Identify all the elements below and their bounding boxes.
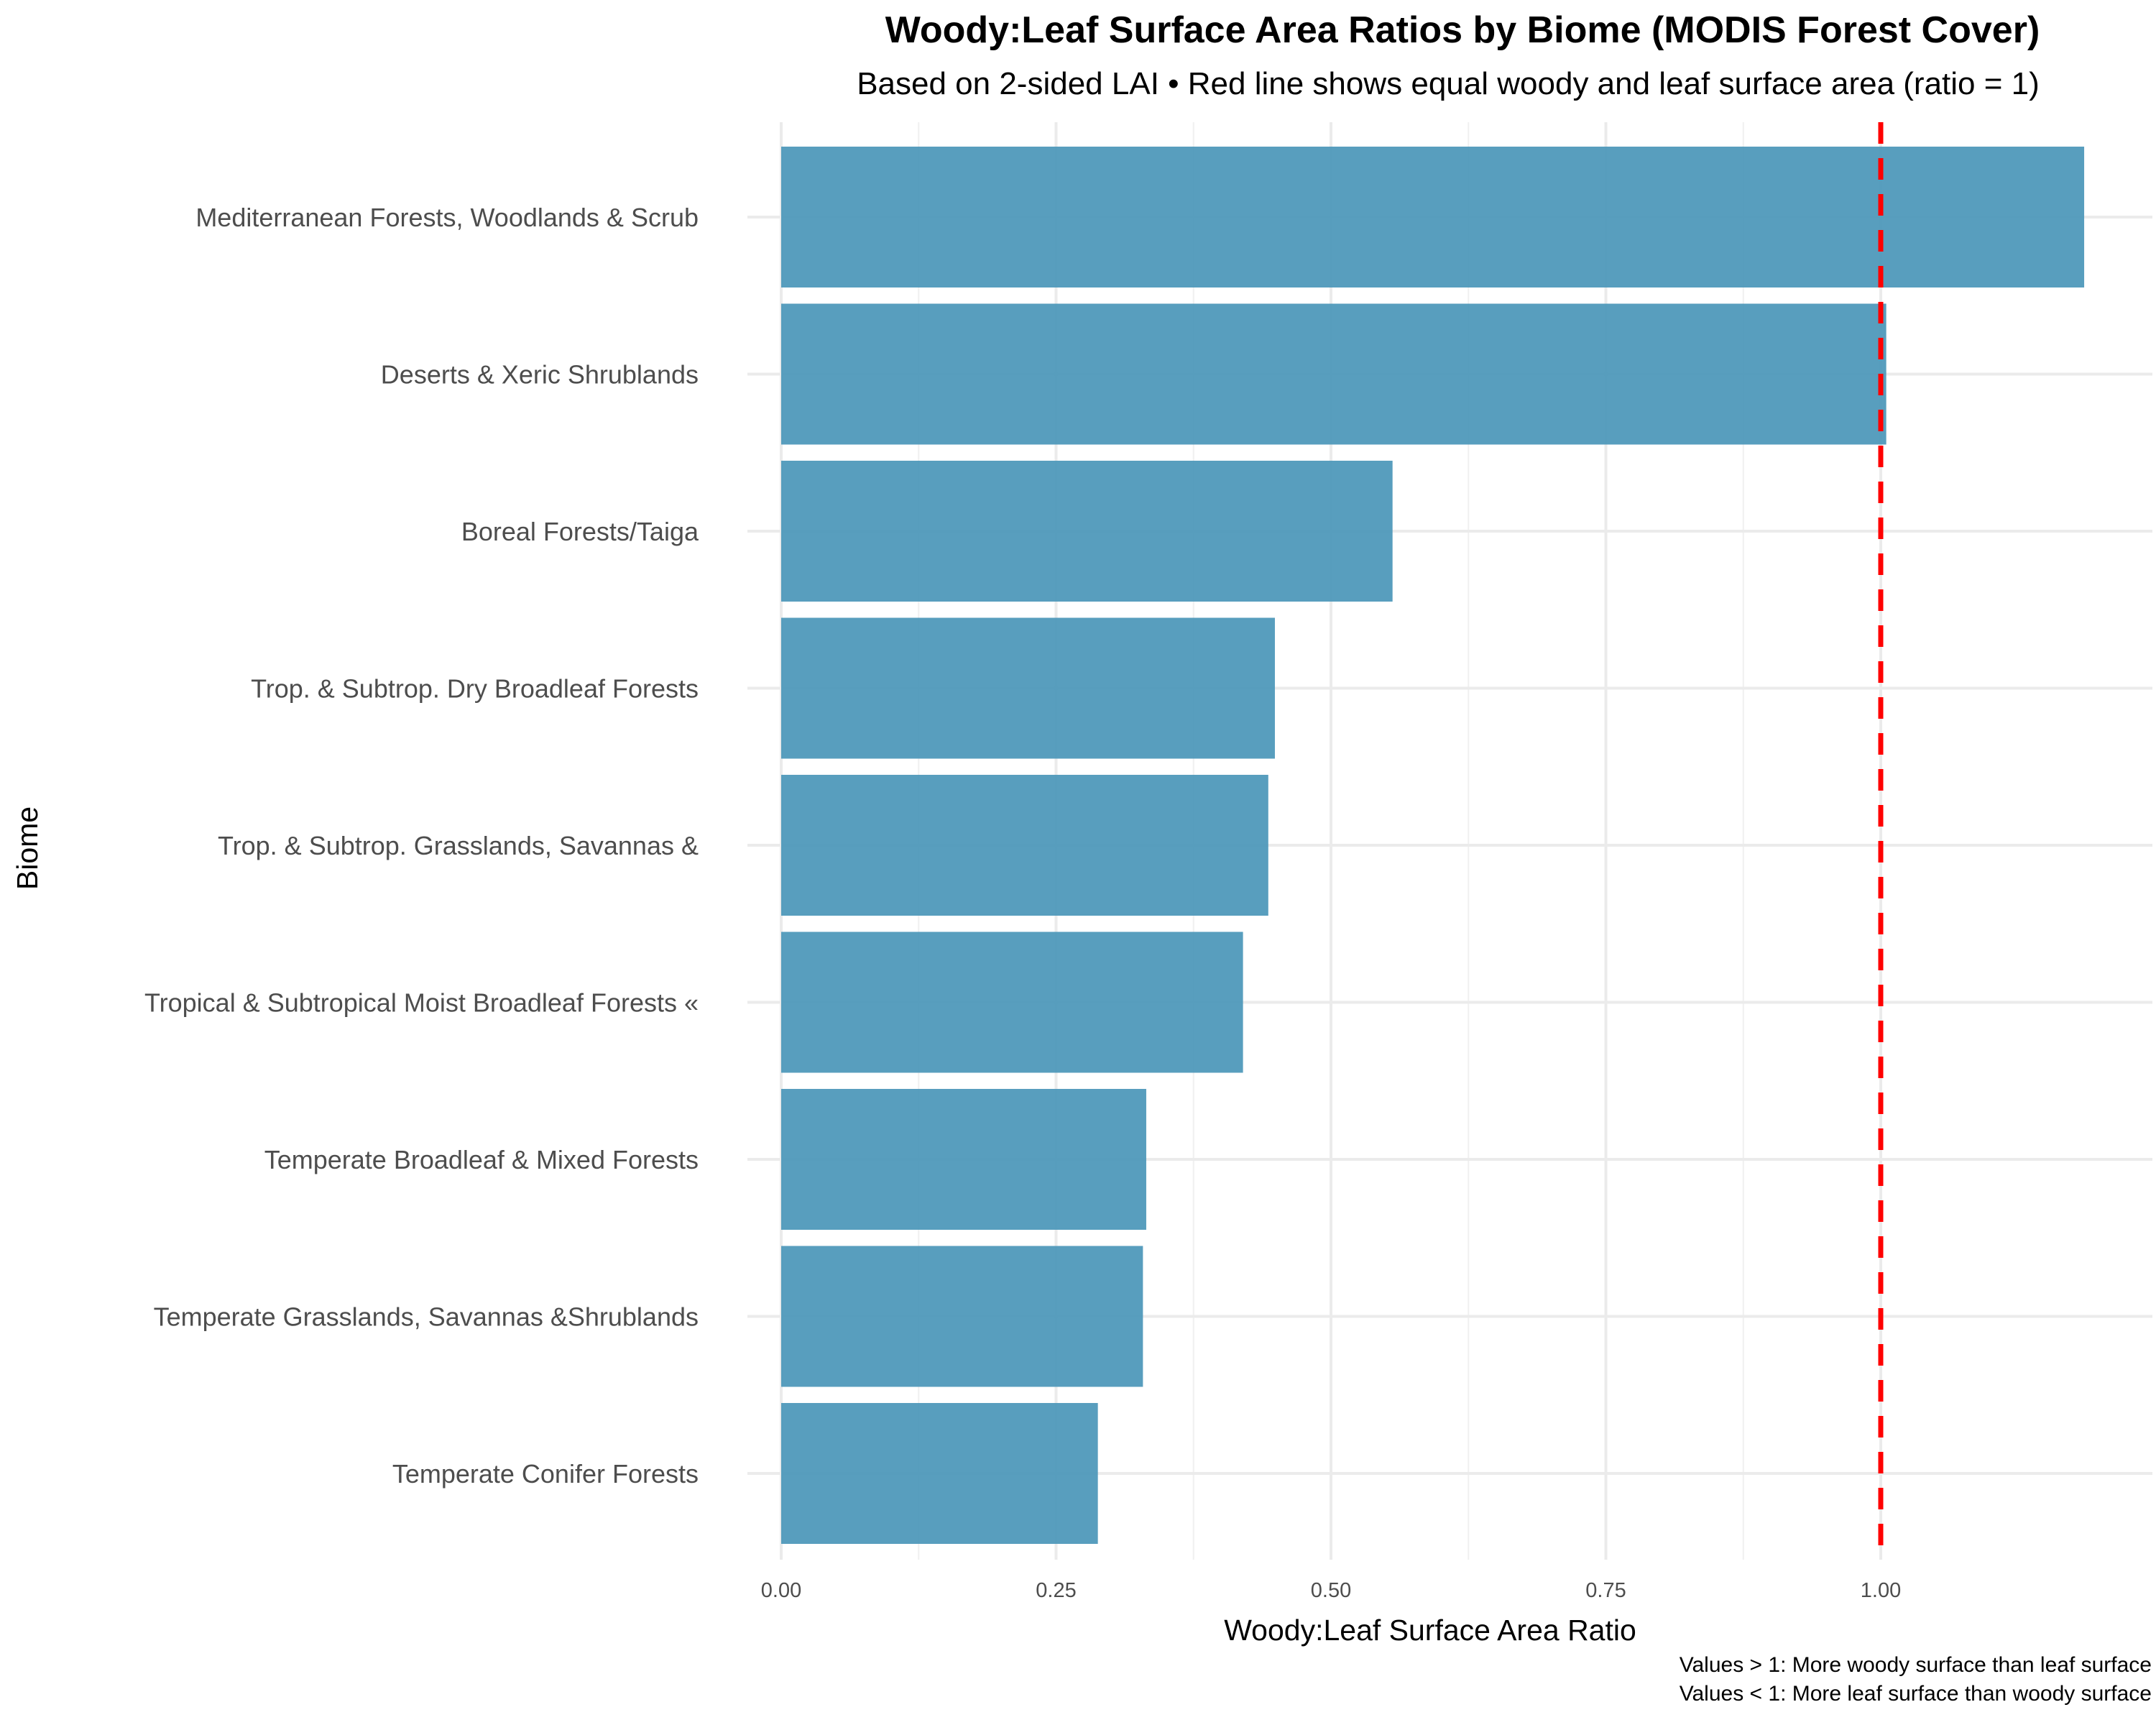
bar — [781, 1246, 1143, 1387]
bar — [781, 147, 2085, 288]
x-tick-label: 0.25 — [1036, 1579, 1076, 1602]
x-tick-label: 0.00 — [761, 1579, 801, 1602]
x-axis-title: Woody:Leaf Surface Area Ratio — [1224, 1614, 1636, 1647]
x-tick-label: 1.00 — [1861, 1579, 1901, 1602]
bar — [781, 932, 1243, 1073]
x-tick-label: 0.50 — [1311, 1579, 1351, 1602]
chart-title: Woody:Leaf Surface Area Ratios by Biome … — [885, 9, 2040, 51]
y-tick-label: Tropical & Subtropical Moist Broadleaf F… — [144, 988, 699, 1018]
y-tick-label: Temperate Broadleaf & Mixed Forests — [264, 1145, 699, 1174]
y-axis-title: Biome — [11, 806, 44, 890]
bar — [781, 461, 1393, 602]
y-tick-label: Temperate Grasslands, Savannas &Shrublan… — [154, 1302, 699, 1332]
y-tick-label: Temperate Conifer Forests — [392, 1459, 699, 1489]
caption-line-2: Values < 1: More leaf surface than woody… — [1679, 1682, 2152, 1706]
y-tick-label: Trop. & Subtrop. Grasslands, Savannas & — [218, 831, 699, 860]
bar — [781, 1089, 1146, 1230]
y-tick-label: Boreal Forests/Taiga — [461, 517, 699, 546]
x-tick-label: 0.75 — [1585, 1579, 1626, 1602]
y-tick-label: Trop. & Subtrop. Dry Broadleaf Forests — [251, 674, 699, 704]
bar — [781, 775, 1268, 916]
y-tick-label: Deserts & Xeric Shrublands — [381, 360, 699, 390]
y-tick-label: Mediterranean Forests, Woodlands & Scrub — [195, 203, 699, 232]
bar — [781, 1403, 1098, 1544]
chart-subtitle: Based on 2-sided LAI • Red line shows eq… — [857, 66, 2040, 101]
bar — [781, 617, 1275, 759]
caption-line-1: Values > 1: More woody surface than leaf… — [1679, 1653, 2152, 1677]
bar — [781, 303, 1886, 445]
